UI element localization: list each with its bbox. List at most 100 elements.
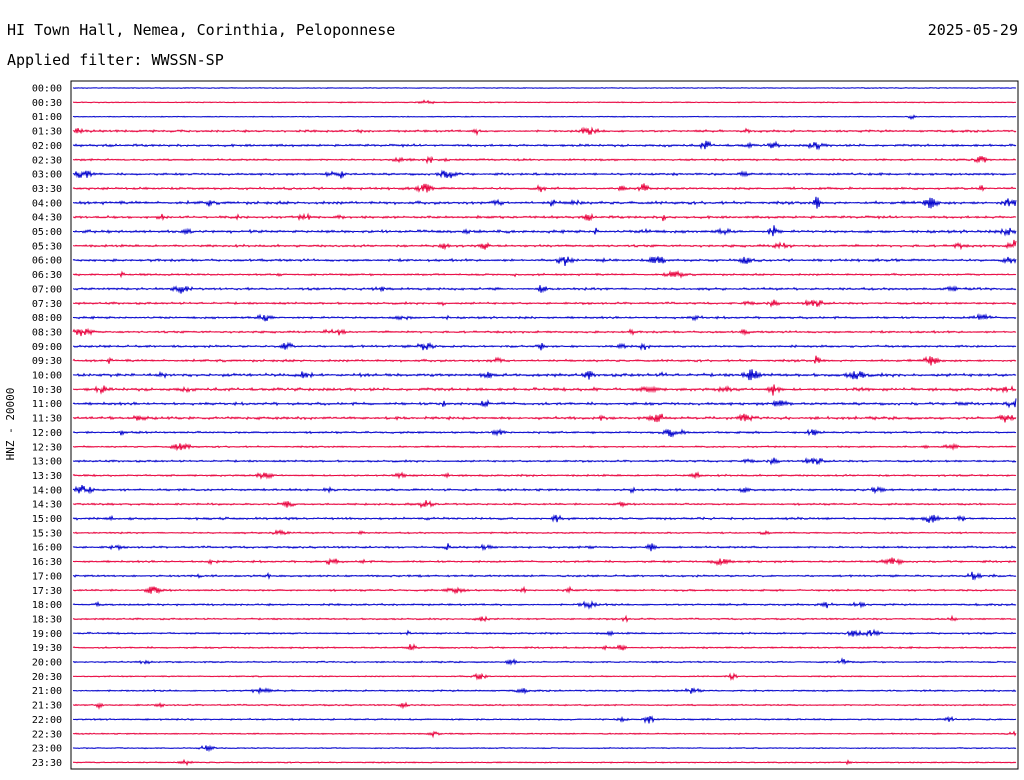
y-axis-label: HNZ - 20000 (4, 388, 17, 461)
station-title: HI Town Hall, Nemea, Corinthia, Peloponn… (7, 21, 396, 39)
seismic-trace (72, 672, 1017, 681)
time-tick-label: 10:30 (32, 385, 62, 396)
time-tick-label: 02:30 (32, 155, 62, 166)
seismic-trace (72, 500, 1017, 509)
seismic-trace (72, 398, 1017, 409)
time-tick-label: 20:30 (32, 672, 62, 683)
trace-group: 00:00 00:30 01:00 01:30 02:00 02:30 03:00 03:30… (32, 84, 1017, 769)
time-tick-label: 13:30 (32, 471, 62, 482)
time-tick-label: 14:00 (32, 485, 62, 496)
seismic-trace (72, 341, 1017, 351)
time-tick-label: 03:00 (32, 170, 62, 181)
time-tick-label: 13:00 (32, 457, 62, 468)
seismic-trace (72, 196, 1017, 209)
time-tick-label: 07:30 (32, 299, 62, 310)
time-tick-label: 21:00 (32, 686, 62, 697)
seismic-trace (72, 614, 1017, 623)
time-tick-label: 21:30 (32, 701, 62, 712)
time-tick-label: 15:00 (32, 514, 62, 525)
seismic-trace (72, 543, 1017, 552)
time-tick-label: 23:00 (32, 744, 62, 755)
time-tick-label: 08:30 (32, 327, 62, 338)
seismic-trace (72, 355, 1017, 366)
time-tick-label: 18:30 (32, 614, 62, 625)
time-tick-label: 11:00 (32, 399, 62, 410)
time-tick-label: 08:00 (32, 313, 62, 324)
time-tick-label: 17:00 (32, 571, 62, 582)
time-tick-label: 02:00 (32, 141, 62, 152)
seismic-trace (72, 687, 1017, 695)
time-tick-label: 22:00 (32, 715, 62, 726)
seismic-trace (72, 114, 1017, 121)
seismic-trace (72, 657, 1017, 666)
plot-frame (70, 80, 1019, 770)
seismic-trace (72, 484, 1017, 495)
time-tick-label: 06:30 (32, 270, 62, 281)
time-tick-label: 04:30 (32, 213, 62, 224)
seismic-trace (72, 457, 1017, 466)
seismic-trace (72, 169, 1017, 179)
seismic-trace (72, 212, 1017, 222)
date-label: 2025-05-29 (927, 21, 1018, 39)
time-tick-label: 06:00 (32, 256, 62, 267)
seismic-trace (72, 514, 1017, 523)
time-tick-label: 19:30 (32, 643, 62, 654)
time-tick-label: 09:30 (32, 356, 62, 367)
seismic-trace (72, 643, 1017, 651)
seismic-trace (72, 239, 1017, 251)
time-tick-label: 00:00 (32, 84, 62, 95)
seismic-trace (72, 744, 1017, 753)
time-tick-label: 05:00 (32, 227, 62, 238)
seismic-trace (73, 225, 1017, 237)
time-tick-label: 15:30 (32, 528, 62, 539)
seismic-trace (72, 428, 1017, 438)
time-tick-label: 03:30 (32, 184, 62, 195)
seismic-trace (72, 384, 1017, 396)
time-tick-label: 04:00 (32, 198, 62, 209)
seismic-trace (72, 256, 1017, 266)
seismic-trace (72, 313, 1017, 322)
seismic-trace (72, 99, 1017, 105)
seismic-trace (72, 628, 1017, 638)
time-tick-label: 18:00 (32, 600, 62, 611)
filter-label: Applied filter: WWSSN-SP (7, 51, 224, 69)
seismic-trace (73, 285, 1017, 294)
seismic-trace (73, 715, 1017, 724)
time-tick-label: 17:30 (32, 586, 62, 597)
seismic-trace (72, 140, 1017, 151)
seismic-trace (72, 183, 1017, 193)
seismic-trace (72, 529, 1017, 536)
seismic-trace (72, 701, 1017, 710)
time-tick-label: 23:30 (32, 758, 62, 769)
time-tick-label: 12:30 (32, 442, 62, 453)
time-tick-label: 19:00 (32, 629, 62, 640)
time-tick-label: 16:00 (32, 543, 62, 554)
time-tick-label: 16:30 (32, 557, 62, 568)
time-tick-label: 11:30 (32, 414, 62, 425)
time-tick-label: 20:00 (32, 658, 62, 669)
time-tick-label: 10:00 (32, 371, 62, 382)
seismic-trace (72, 155, 1017, 165)
time-tick-label: 12:00 (32, 428, 62, 439)
time-tick-label: 09:00 (32, 342, 62, 353)
time-tick-label: 05:30 (32, 241, 62, 252)
seismic-trace (72, 413, 1017, 423)
seismic-trace (72, 557, 1017, 567)
seismic-trace (72, 442, 1017, 452)
time-tick-label: 22:30 (32, 729, 62, 740)
seismic-trace (72, 585, 1017, 595)
time-tick-label: 14:30 (32, 500, 62, 511)
seismic-trace (72, 327, 1017, 337)
seismic-trace (72, 471, 1017, 480)
seismic-trace (72, 600, 1017, 610)
seismic-trace (72, 730, 1017, 739)
seismic-trace (72, 270, 1017, 279)
time-tick-label: 01:00 (32, 112, 62, 123)
time-tick-label: 00:30 (32, 98, 62, 109)
time-tick-label: 01:30 (32, 127, 62, 138)
seismic-trace (72, 369, 1017, 381)
seismic-trace (72, 86, 1017, 90)
seismic-trace (72, 758, 1017, 767)
seismic-trace (72, 299, 1017, 308)
